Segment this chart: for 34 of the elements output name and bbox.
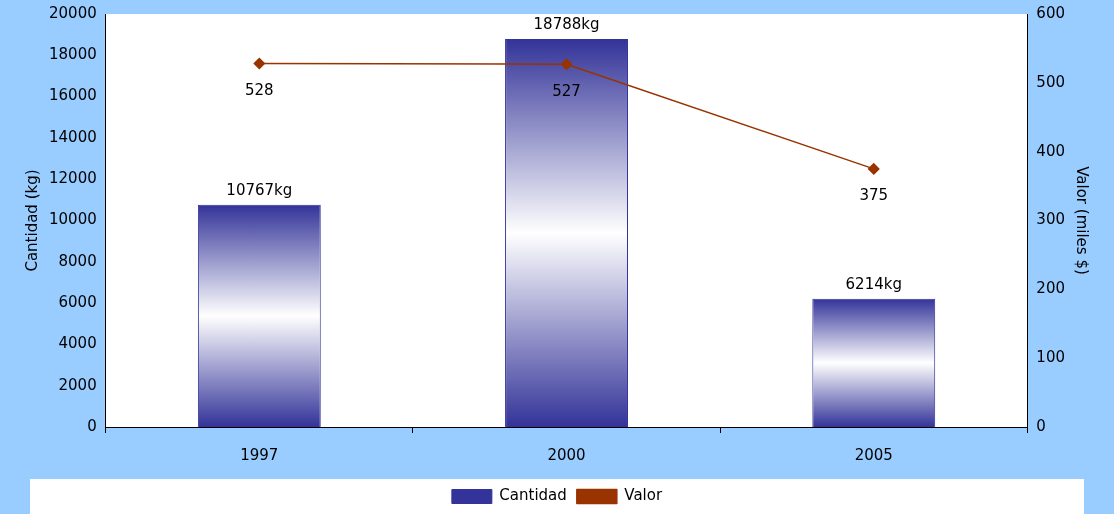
y2-tick-label: 200 bbox=[1036, 279, 1066, 298]
point bbox=[868, 163, 880, 175]
data-label: 527 bbox=[552, 81, 581, 100]
point bbox=[253, 57, 266, 70]
data-label: 528 bbox=[245, 80, 274, 99]
data-label: 10767kg bbox=[226, 181, 293, 200]
y-tick-label: 4000 bbox=[58, 334, 97, 353]
y-tick-label: 2000 bbox=[58, 375, 97, 394]
y-tick-label: 6000 bbox=[58, 292, 97, 311]
legend-label: Valor bbox=[624, 486, 663, 505]
y-tick-label: 20000 bbox=[49, 3, 97, 22]
data-label: 375 bbox=[859, 186, 889, 205]
legend-label: Cantidad bbox=[499, 486, 567, 505]
y-tick-label: 12000 bbox=[49, 169, 97, 188]
y-axis-title: Cantidad (kg) bbox=[22, 169, 41, 272]
y2-axis-title: Valor (miles $) bbox=[1073, 166, 1092, 275]
data-label: 6214kg bbox=[845, 275, 902, 294]
x-tick-label: 2005 bbox=[854, 445, 893, 464]
y2-tick-label: 600 bbox=[1036, 3, 1066, 22]
y2-tick-label: 300 bbox=[1036, 210, 1066, 229]
y2-tick-label: 100 bbox=[1036, 348, 1066, 367]
y-tick-label: 8000 bbox=[58, 251, 97, 270]
x-tick-label: 1997 bbox=[240, 445, 279, 464]
y-tick-label: 18000 bbox=[49, 45, 97, 64]
point bbox=[560, 58, 573, 70]
y-tick-label: 0 bbox=[87, 416, 97, 435]
data-label: 18788kg bbox=[533, 15, 600, 34]
y-tick-label: 14000 bbox=[49, 127, 97, 146]
y2-tick-label: 500 bbox=[1036, 72, 1066, 91]
x-tick-label: 2000 bbox=[547, 445, 586, 464]
y2-tick-label: 400 bbox=[1036, 141, 1066, 160]
y2-tick-label: 0 bbox=[1036, 416, 1046, 435]
y-tick-label: 10000 bbox=[49, 210, 97, 229]
y-tick-label: 16000 bbox=[49, 86, 97, 105]
